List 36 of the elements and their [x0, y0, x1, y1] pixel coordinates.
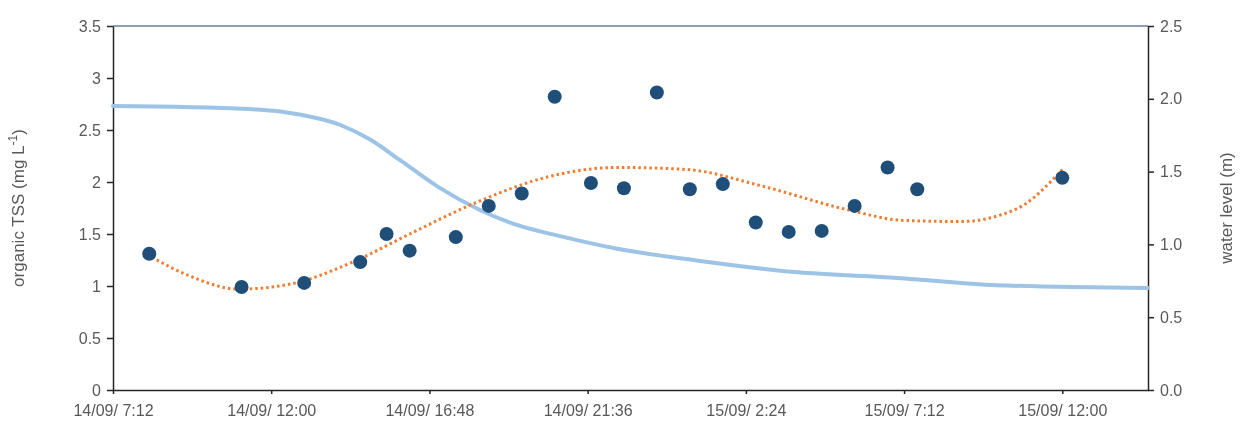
point	[649, 85, 664, 100]
y-tick-label: 0	[92, 381, 102, 399]
x-tick-label: 14/09/ 16:48	[385, 402, 475, 419]
x-tick-label: 15/09/ 2:24	[706, 402, 787, 419]
y2-tick-label: 0.5	[1160, 308, 1183, 326]
point	[880, 160, 895, 175]
point	[514, 186, 529, 201]
y-tick-label: 1	[92, 277, 102, 295]
y2-tick-label: 1.5	[1160, 163, 1183, 181]
point	[781, 224, 796, 239]
y2-tick-label: 2.5	[1160, 17, 1183, 35]
x-tick-label: 15/09/ 7:12	[864, 402, 945, 419]
y-tick-label: 1.5	[78, 225, 102, 243]
y-tick-label: 3.5	[78, 17, 102, 35]
point	[715, 177, 730, 192]
y2-tick-label: 2.0	[1160, 90, 1183, 108]
y-tick-label: 2	[92, 173, 102, 191]
y-tick-label: 3	[92, 69, 102, 87]
point	[814, 223, 829, 238]
y2-axis-title: water level (m)	[1217, 152, 1236, 265]
point	[481, 198, 496, 213]
y2-tick-label: 1.0	[1160, 236, 1183, 254]
x-tick-label: 14/09/ 7:12	[73, 402, 154, 419]
x-tick-label: 15/09/ 12:00	[1018, 402, 1108, 419]
point	[379, 227, 394, 241]
point	[682, 182, 697, 197]
y2-tick-label: 0.0	[1160, 381, 1183, 399]
point	[547, 89, 562, 104]
point	[847, 198, 862, 213]
y-tick-label: 2.5	[78, 121, 102, 139]
point	[448, 230, 463, 245]
point	[748, 215, 763, 230]
y-tick-label: 0.5	[78, 329, 102, 347]
x-tick-label: 14/09/ 12:00	[227, 402, 317, 419]
point	[616, 181, 631, 196]
x-tick-label: 14/09/ 21:36	[543, 402, 633, 419]
